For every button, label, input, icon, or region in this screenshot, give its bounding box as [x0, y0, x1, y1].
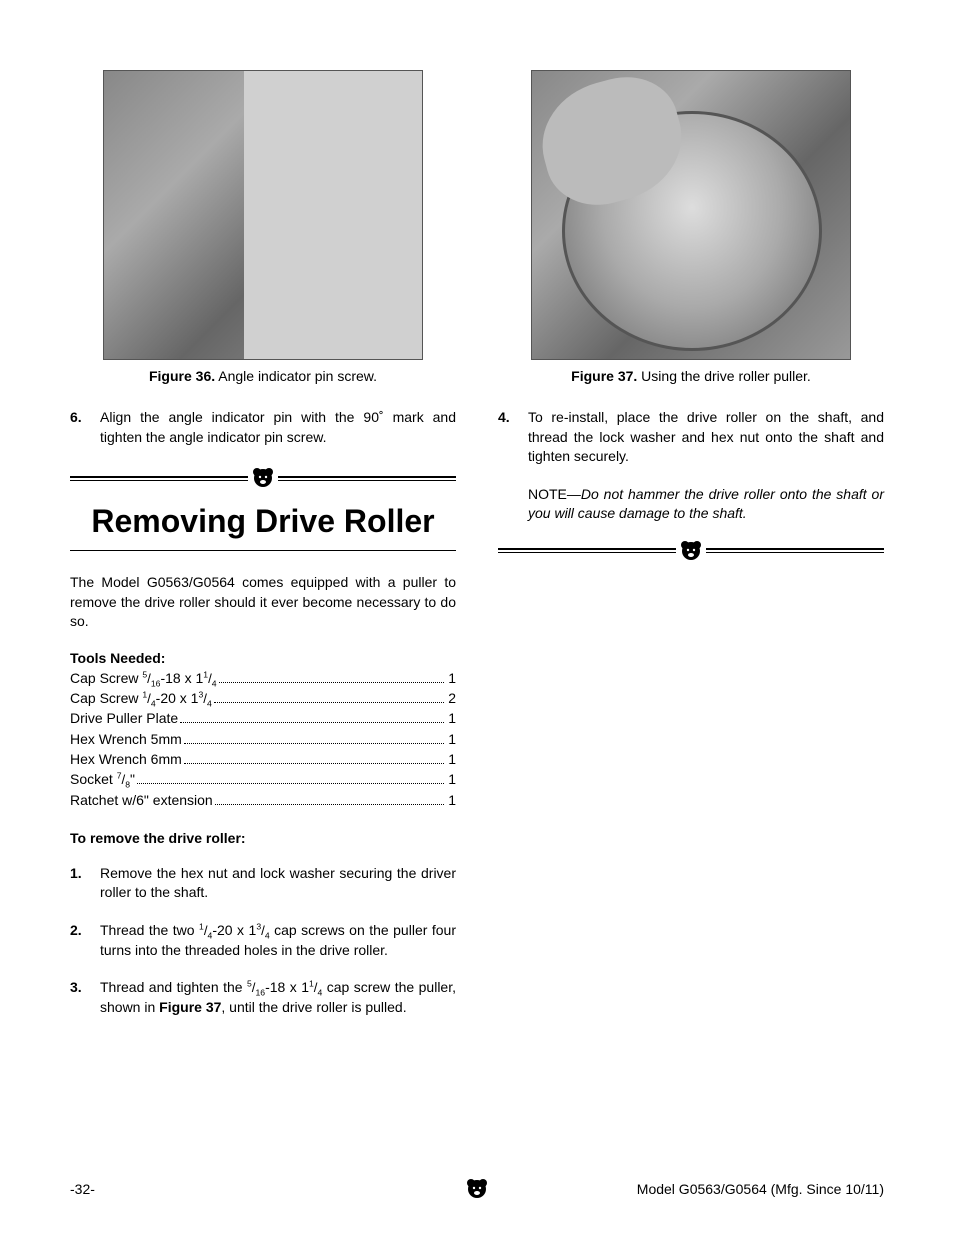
step-text: Thread and tighten the 5/16-18 x 11/4 ca…	[100, 978, 456, 1017]
tools-needed-head: Tools Needed:	[70, 650, 456, 666]
leader-dots	[184, 763, 444, 764]
note-text: Do not hammer the drive roller onto the …	[528, 486, 884, 522]
step-num: 3.	[70, 978, 100, 1017]
tool-row: Hex Wrench 5mm 1	[70, 729, 456, 749]
figure-36-label: Figure 36.	[149, 368, 215, 384]
figure-37-text: Using the drive roller puller.	[637, 368, 811, 384]
step-6-num: 6.	[70, 408, 100, 447]
tool-qty: 1	[446, 790, 456, 810]
section-divider-top	[70, 465, 456, 491]
step-4-num: 4.	[498, 408, 528, 467]
figure-36-caption: Figure 36. Angle indicator pin screw.	[70, 368, 456, 384]
note-label: NOTE—	[528, 486, 581, 502]
tool-qty: 1	[446, 729, 456, 749]
step-num: 1.	[70, 864, 100, 903]
tool-label: Ratchet w/6" extension	[70, 790, 213, 810]
tool-row: Socket 7/8" 1	[70, 769, 456, 789]
note: NOTE—Do not hammer the drive roller onto…	[528, 485, 884, 524]
title-underline	[70, 550, 456, 551]
tool-qty: 1	[446, 668, 456, 688]
step-6-text: Align the angle indicator pin with the 9…	[100, 408, 456, 447]
tool-qty: 2	[446, 688, 456, 708]
step-text: Thread the two 1/4-20 x 13/4 cap screws …	[100, 921, 456, 960]
step-text: Remove the hex nut and lock washer secur…	[100, 864, 456, 903]
remove-steps: 1.Remove the hex nut and lock washer sec…	[70, 864, 456, 1018]
tool-row: Hex Wrench 6mm 1	[70, 749, 456, 769]
leader-dots	[219, 682, 445, 683]
right-column: Figure 37. Using the drive roller puller…	[498, 70, 884, 1035]
model-line: Model G0563/G0564 (Mfg. Since 10/11)	[637, 1181, 884, 1197]
leader-dots	[184, 743, 444, 744]
tool-label: Cap Screw 5/16-18 x 11/4	[70, 668, 217, 688]
tool-row: Drive Puller Plate 1	[70, 708, 456, 728]
tool-row: Cap Screw 1/4-20 x 13/4 2	[70, 688, 456, 708]
tool-qty: 1	[446, 749, 456, 769]
tools-list: Cap Screw 5/16-18 x 11/41Cap Screw 1/4-2…	[70, 668, 456, 810]
figure-37-caption: Figure 37. Using the drive roller puller…	[498, 368, 884, 384]
intro-paragraph: The Model G0563/G0564 comes equipped wit…	[70, 573, 456, 632]
remove-step: 3.Thread and tighten the 5/16-18 x 11/4 …	[70, 978, 456, 1017]
page-number: -32-	[70, 1181, 95, 1197]
step-6: 6. Align the angle indicator pin with th…	[70, 408, 456, 447]
tool-label: Socket 7/8"	[70, 769, 135, 789]
step-4-text: To re-install, place the drive roller on…	[528, 408, 884, 467]
leader-dots	[214, 702, 444, 703]
section-title: Removing Drive Roller	[70, 503, 456, 540]
tool-qty: 1	[446, 708, 456, 728]
bear-icon	[464, 1176, 490, 1202]
remove-head: To remove the drive roller:	[70, 830, 456, 846]
tool-label: Hex Wrench 5mm	[70, 729, 182, 749]
leader-dots	[180, 722, 444, 723]
tool-qty: 1	[446, 769, 456, 789]
step-4: 4. To re-install, place the drive roller…	[498, 408, 884, 467]
tool-row: Ratchet w/6" extension 1	[70, 790, 456, 810]
tool-label: Cap Screw 1/4-20 x 13/4	[70, 688, 212, 708]
tool-label: Hex Wrench 6mm	[70, 749, 182, 769]
figure-36-image	[103, 70, 423, 360]
step-num: 2.	[70, 921, 100, 960]
tool-row: Cap Screw 5/16-18 x 11/4 1	[70, 668, 456, 688]
bear-icon	[678, 538, 704, 564]
remove-step: 2.Thread the two 1/4-20 x 13/4 cap screw…	[70, 921, 456, 960]
leader-dots	[137, 783, 444, 784]
left-column: Figure 36. Angle indicator pin screw. 6.…	[70, 70, 456, 1035]
figure-37-label: Figure 37.	[571, 368, 637, 384]
figure-37-image	[531, 70, 851, 360]
tool-label: Drive Puller Plate	[70, 708, 178, 728]
page-footer: -32- Model G0563/G0564 (Mfg. Since 10/11…	[70, 1181, 884, 1197]
section-divider-bottom	[498, 538, 884, 564]
remove-step: 1.Remove the hex nut and lock washer sec…	[70, 864, 456, 903]
bear-icon	[250, 465, 276, 491]
leader-dots	[215, 804, 444, 805]
figure-36-text: Angle indicator pin screw.	[215, 368, 377, 384]
